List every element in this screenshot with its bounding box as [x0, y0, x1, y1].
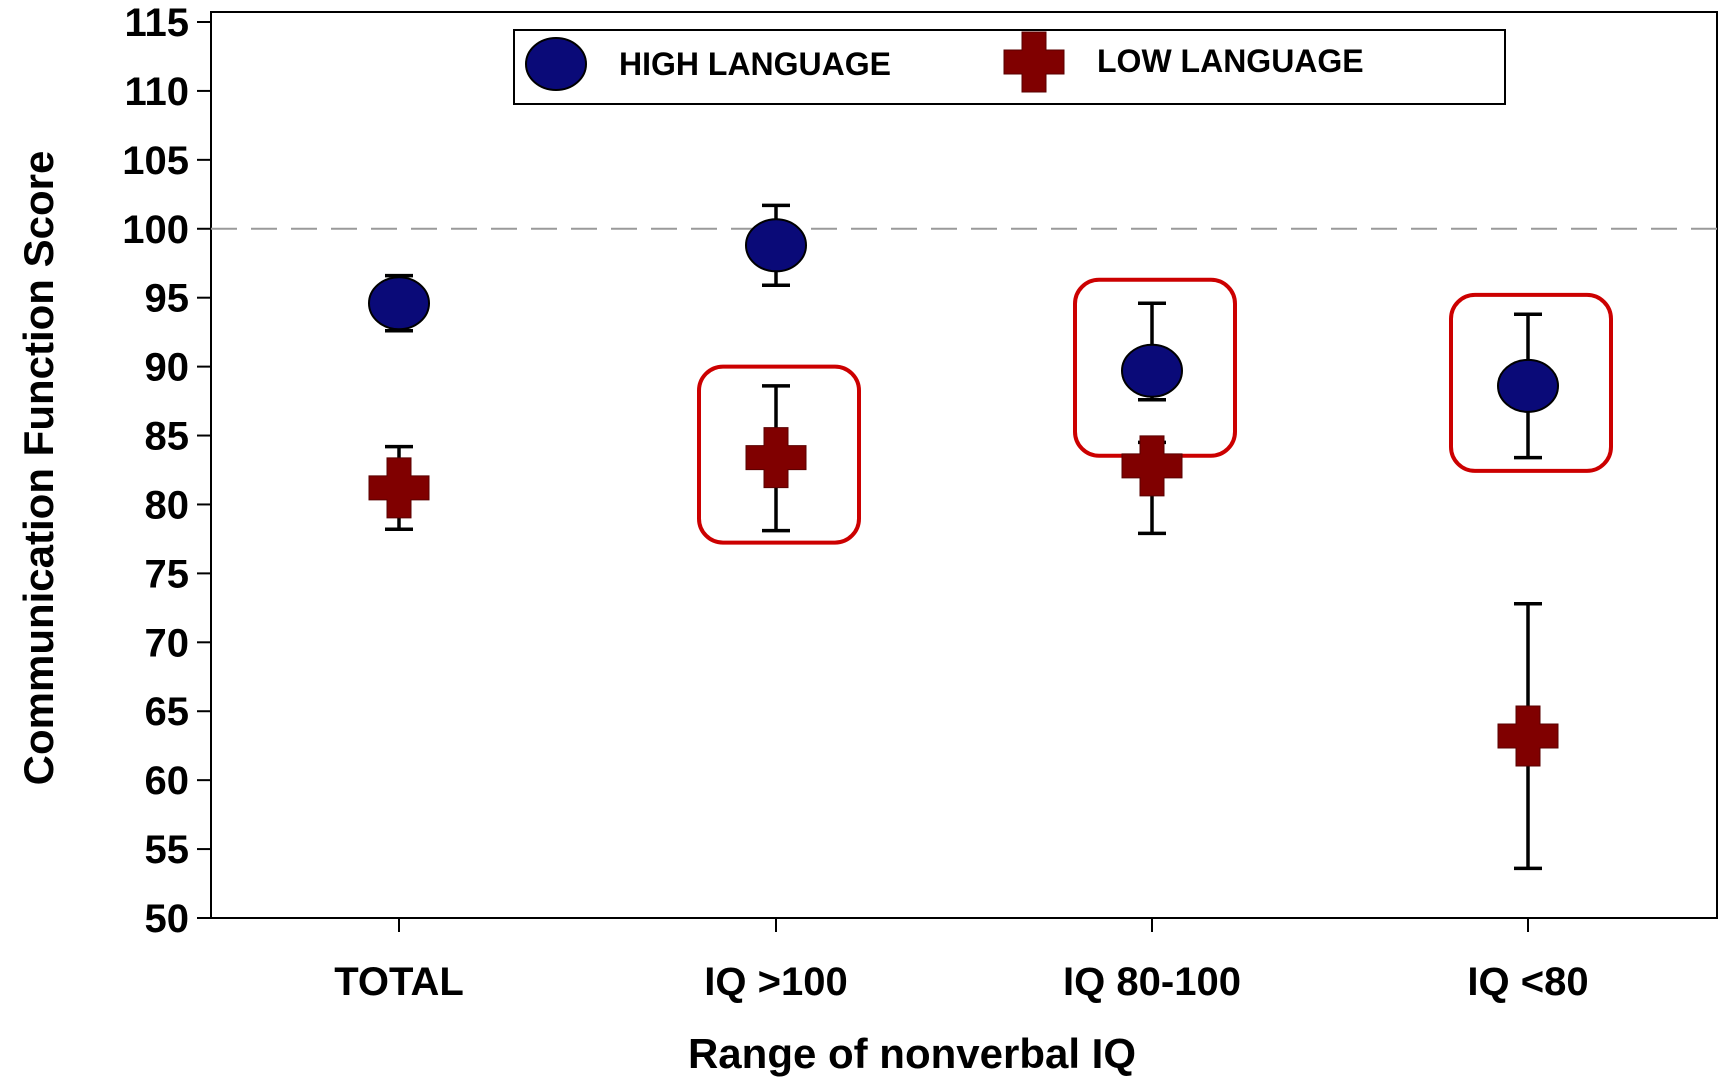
markers — [368, 218, 1559, 767]
x-tick-label: IQ <80 — [1467, 960, 1588, 1004]
legend: HIGH LANGUAGE LOW LANGUAGE — [513, 29, 1506, 105]
legend-low-language-label: LOW LANGUAGE — [1097, 43, 1364, 79]
low-language-point — [1497, 705, 1559, 767]
y-axis-title: Communication Function Score — [15, 151, 62, 786]
highlight-box — [1449, 292, 1613, 473]
plot-border — [210, 11, 1718, 919]
y-tick-label: 65 — [145, 690, 190, 734]
y-tick-label: 50 — [145, 897, 190, 941]
y-tick-label: 110 — [124, 70, 189, 114]
y-tick-label: 105 — [122, 139, 189, 183]
x-tick-label: IQ 80-100 — [1063, 960, 1241, 1004]
low-language-point — [1121, 435, 1183, 497]
highlight-box — [697, 364, 861, 545]
y-tick-label: 80 — [145, 483, 190, 527]
y-tick-label: 75 — [145, 552, 190, 596]
x-axis: TOTAL IQ >100 IQ 80-100 IQ <80 — [334, 918, 1589, 1004]
high-language-point — [745, 218, 807, 273]
y-tick-label: 60 — [145, 759, 190, 803]
high-language-point — [1121, 343, 1183, 398]
y-tick-label: 115 — [124, 1, 189, 45]
plot-frame — [210, 11, 1718, 919]
highlight-boxes — [697, 277, 1613, 545]
legend-low-language-marker — [1003, 31, 1065, 93]
y-tick-label: 90 — [145, 346, 190, 390]
high-language-point — [368, 276, 430, 331]
x-tick-label: IQ >100 — [704, 960, 847, 1004]
y-axis: 50 55 60 65 70 75 80 85 90 95 100 105 110 115 — [122, 1, 211, 941]
y-tick-label: 100 — [122, 208, 189, 252]
x-tick-label: TOTAL — [334, 960, 464, 1004]
low-language-point — [368, 457, 430, 519]
y-tick-label: 55 — [145, 828, 190, 872]
error-bars — [385, 203, 1542, 871]
legend-high-language-label: HIGH LANGUAGE — [619, 46, 891, 82]
y-tick-label: 95 — [145, 277, 190, 321]
x-axis-title: Range of nonverbal IQ — [688, 1030, 1136, 1077]
low-language-point — [745, 427, 807, 489]
y-tick-label: 70 — [145, 621, 190, 665]
y-tick-label: 85 — [145, 415, 190, 459]
high-language-point — [1497, 358, 1559, 413]
legend-high-language-marker — [525, 37, 587, 91]
